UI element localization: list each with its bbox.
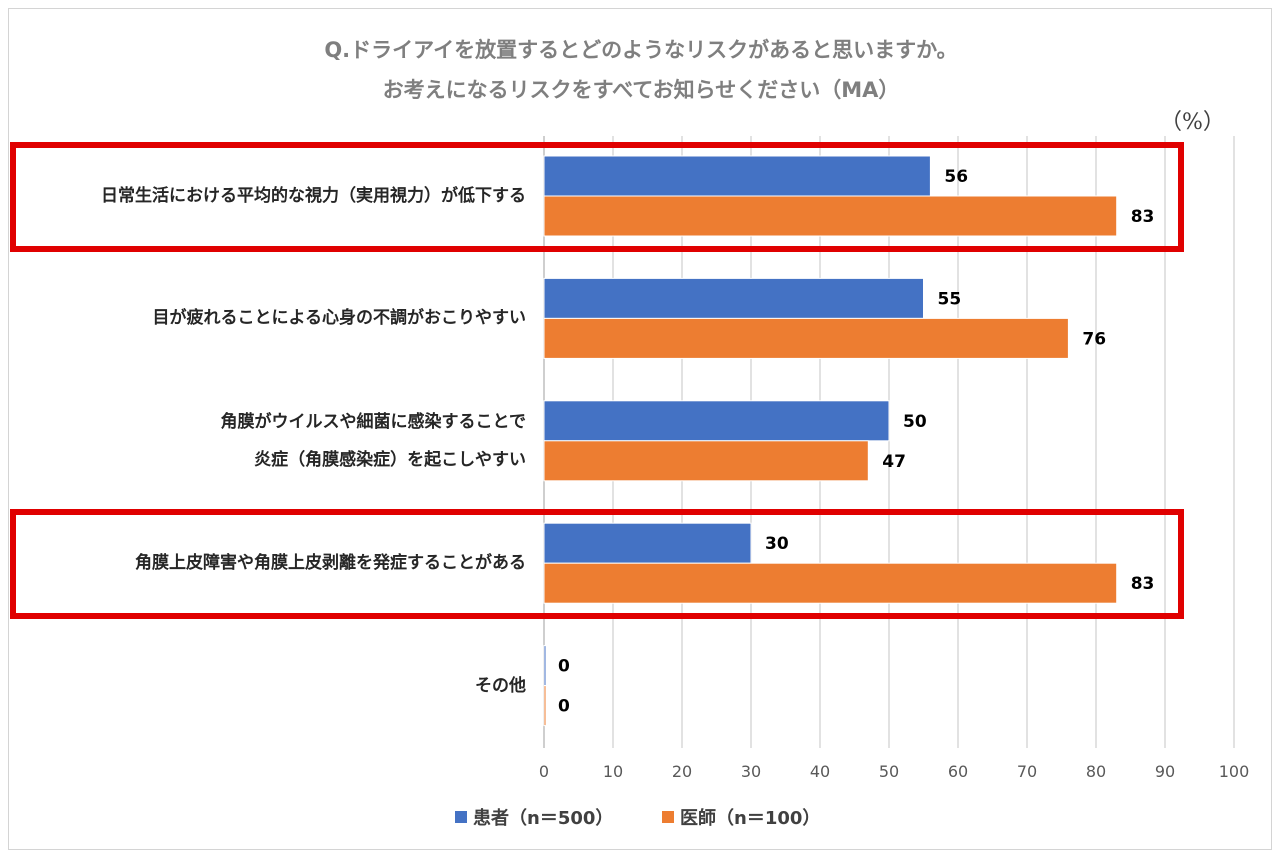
chart-title-line-1: Q.ドライアイを放置するとどのようなリスクがあると思いますか。 [324, 38, 958, 62]
bar-s1-c2 [543, 440, 869, 482]
legend-item-patients: 患者（n＝500） [455, 804, 613, 830]
x-tick-label-50: 50 [878, 762, 900, 781]
legend-label-doctors: 医師（n＝100） [680, 808, 821, 829]
highlight-box-0 [10, 142, 1184, 252]
highlight-box-3 [10, 509, 1184, 620]
bar-s1-c0 [543, 195, 1118, 237]
value-label-s1-c4: 0 [558, 697, 570, 717]
legend-label-patients: 患者（n＝500） [473, 808, 614, 829]
x-tick-label-70: 70 [1016, 762, 1038, 781]
value-label-s0-c3: 30 [765, 534, 789, 554]
category-label-4-line-0: その他 [475, 675, 526, 696]
value-label-s0-c1: 55 [938, 289, 962, 309]
value-label-s1-c0: 83 [1131, 207, 1155, 227]
bar-s0-c1 [543, 277, 924, 319]
x-tick-label-60: 60 [947, 762, 969, 781]
legend-swatch-patients [455, 811, 467, 823]
x-tick-label-0: 0 [538, 762, 550, 781]
value-label-s1-c2: 47 [882, 452, 906, 472]
bar-s1-c1 [543, 317, 1069, 359]
x-tick-label-40: 40 [809, 762, 831, 781]
category-label-1-line-0: 目が疲れることによる心身の不調がおこりやすい [152, 308, 527, 329]
value-label-s0-c0: 56 [944, 167, 968, 187]
bar-s0-c4 [543, 645, 547, 687]
x-tick-label-100: 100 [1218, 762, 1250, 781]
value-label-s1-c1: 76 [1082, 329, 1106, 349]
bar-s0-c2 [543, 400, 890, 442]
category-label-0-line-0: 日常生活における平均的な視力（実用視力）が低下する [101, 186, 526, 206]
x-tick-label-90: 90 [1154, 762, 1176, 781]
x-tick-label-10: 10 [602, 762, 624, 781]
category-label-2-line-0: 角膜がウイルスや細菌に感染することで [220, 411, 527, 432]
category-label-2-line-1: 炎症（角膜感染症）を起こしやすい [254, 449, 526, 470]
legend-item-doctors: 医師（n＝100） [662, 804, 820, 830]
bar-s0-c3 [543, 522, 752, 564]
value-label-s1-c3: 83 [1131, 574, 1155, 594]
legend-swatch-doctors [662, 811, 674, 823]
x-tick-label-30: 30 [740, 762, 762, 781]
bar-s1-c4 [543, 685, 547, 727]
bar-s0-c0 [543, 155, 931, 197]
x-tick-label-20: 20 [671, 762, 693, 781]
category-label-3-line-0: 角膜上皮障害や角膜上皮剥離を発症することがある [135, 553, 526, 574]
value-label-s0-c4: 0 [558, 657, 570, 677]
bar-s1-c3 [543, 562, 1118, 604]
value-label-s0-c2: 50 [903, 412, 927, 432]
x-tick-label-80: 80 [1085, 762, 1107, 781]
unit-label: （%） [1160, 110, 1225, 135]
chart-title-line-2: お考えになるリスクをすべてお知らせください（MA） [382, 78, 900, 102]
